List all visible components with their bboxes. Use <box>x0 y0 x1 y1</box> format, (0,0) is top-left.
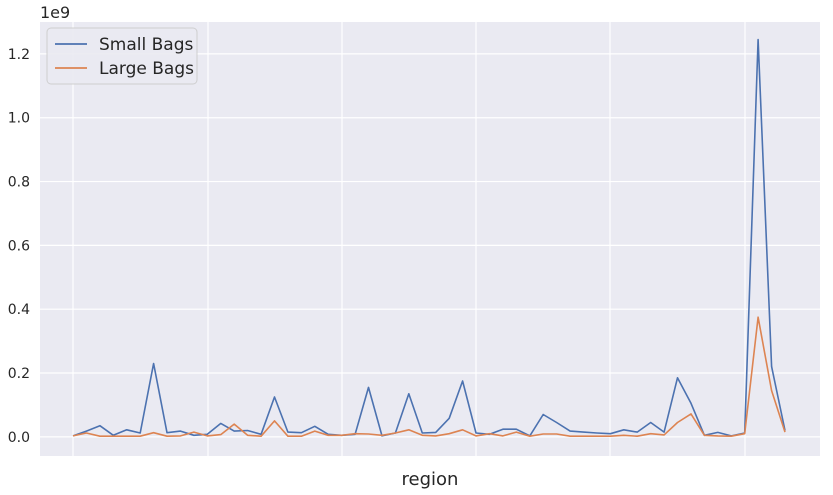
series-line-large-bags <box>72 316 786 438</box>
y-tick-labels: 0.0 0.2 0.4 0.6 0.8 1.0 1.2 <box>8 47 30 446</box>
y-tick-label: 1.0 <box>8 111 30 127</box>
y-offset-text: 1e9 <box>40 3 70 22</box>
y-tick-label: 0.4 <box>8 302 30 318</box>
y-tick-label: 0.0 <box>8 430 30 446</box>
series-line-small-bags <box>72 38 786 437</box>
legend-entry: Large Bags <box>99 59 194 79</box>
y-tick-label: 0.6 <box>8 238 30 254</box>
plot-background <box>40 22 820 456</box>
legend-entry: Small Bags <box>99 35 193 55</box>
y-tick-label: 1.2 <box>8 47 30 63</box>
grid <box>40 22 820 456</box>
series-layer <box>72 38 786 438</box>
y-tick-label: 0.2 <box>8 366 30 382</box>
y-tick-label: 0.8 <box>8 175 30 191</box>
legend-box <box>46 27 198 85</box>
legend: Small Bags Large Bags <box>46 27 198 85</box>
x-axis-label: region <box>402 469 459 490</box>
